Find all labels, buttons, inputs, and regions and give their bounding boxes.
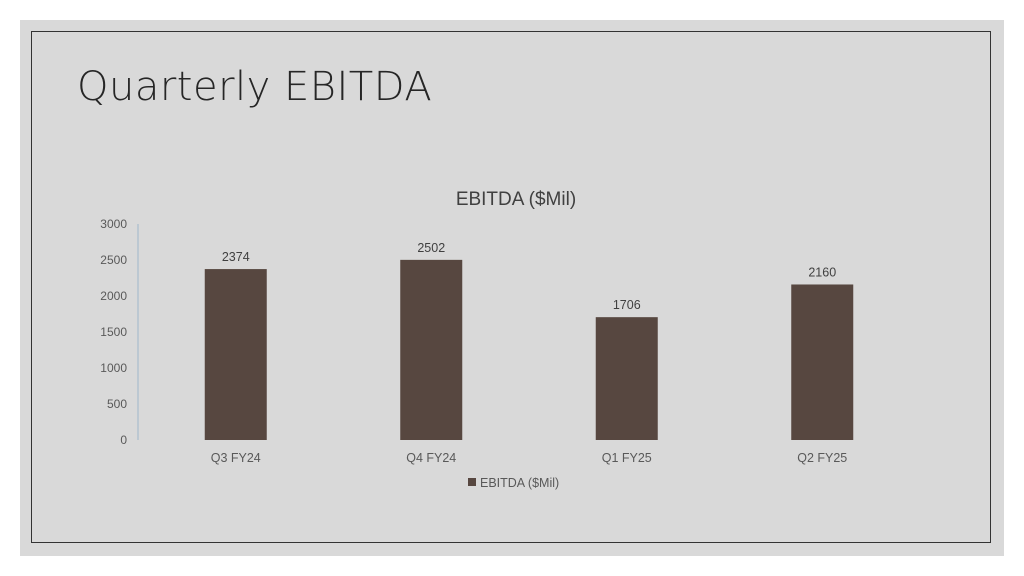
y-tick-label: 2000: [100, 289, 127, 303]
bar-data-label: 2160: [808, 265, 836, 279]
bar: [400, 259, 463, 440]
legend-swatch: [468, 478, 476, 486]
y-tick-label: 3000: [100, 217, 127, 231]
bar-data-label: 2502: [417, 241, 445, 255]
bar-data-label: 1706: [613, 298, 641, 312]
slide-frame: [31, 31, 991, 543]
bar-group: 2374 Q3 FY24 2502 Q4 FY24 1706 Q1 FY25 2160 Q2 …: [204, 241, 854, 465]
chart-title: EBITDA ($Mil): [456, 189, 576, 210]
x-category-label: Q2 FY25: [797, 451, 847, 465]
y-tick-label: 1500: [100, 325, 127, 339]
bar: [595, 317, 658, 440]
page-title: Quarterly EBITDA: [77, 64, 433, 110]
x-category-label: Q3 FY24: [211, 451, 261, 465]
y-tick-label: 1000: [100, 361, 127, 375]
y-tick-label: 2500: [100, 253, 127, 267]
y-tick-label: 0: [120, 433, 127, 447]
bar: [791, 284, 854, 440]
bar-data-label: 2374: [222, 250, 250, 264]
y-axis-ticks: 0 500 1000 1500 2000 2500 3000: [100, 217, 127, 447]
x-category-label: Q1 FY25: [602, 451, 652, 465]
legend-label: EBITDA ($Mil): [480, 476, 559, 490]
x-category-label: Q4 FY24: [406, 451, 456, 465]
y-tick-label: 500: [107, 397, 127, 411]
legend: EBITDA ($Mil): [468, 476, 559, 490]
bar: [204, 269, 267, 440]
